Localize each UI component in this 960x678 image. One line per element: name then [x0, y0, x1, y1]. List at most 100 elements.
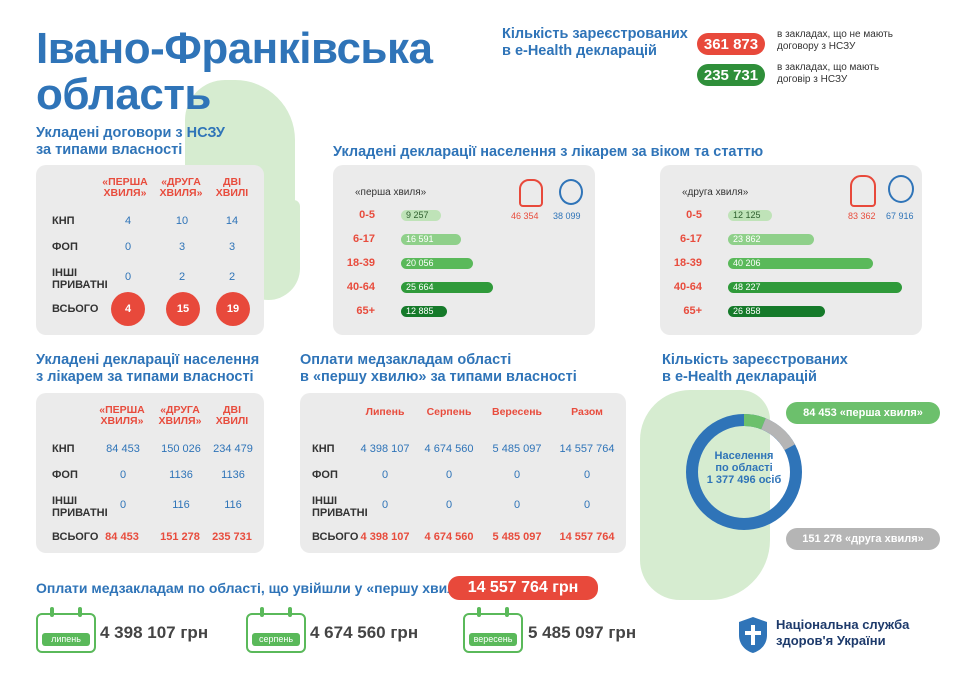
male-icon	[559, 179, 583, 205]
with-contract-label: в закладах, що мають договір з НСЗУ	[777, 62, 880, 85]
table-cell: 4	[124, 215, 132, 227]
month-amount: 5 485 097 грн	[528, 623, 637, 642]
table-cell: 116	[172, 499, 190, 511]
table-cell: 0	[124, 271, 132, 283]
age-bar: 12 885	[401, 306, 448, 317]
donut-segment-wave1	[743, 414, 766, 430]
monthly-heading: Оплати медзакладам по області, що увійшл…	[36, 580, 476, 596]
age-bar: 16 591	[401, 234, 461, 245]
page-title: Івано-Франківська область	[36, 24, 433, 119]
table-cell: 150 026	[161, 443, 201, 455]
total-cell: 4 398 107	[360, 531, 410, 543]
contracts-table: «ПЕРША ХВИЛЯ» «ДРУГА ХВИЛЯ» ДВІ ХВИЛІ КН…	[36, 165, 264, 335]
table-cell: 14	[225, 215, 239, 227]
wave2-age-card: «друга хвиля» 83 362 67 916 0-5 12 125 6-1…	[660, 165, 922, 335]
age-label: 40-64	[673, 281, 702, 293]
wave1-age-card: «перша хвиля» 46 354 38 099 0-5 9 257 6-17…	[333, 165, 595, 335]
month-label: серпень	[252, 633, 300, 646]
total-cell: 84 453	[105, 531, 139, 543]
age-label: 65+	[356, 305, 375, 317]
row-label: КНП	[312, 443, 335, 455]
table-cell: 3	[228, 241, 236, 253]
table-cell: 0	[119, 499, 127, 511]
table-cell: 84 453	[106, 443, 140, 455]
total-cell: 151 278	[160, 531, 200, 543]
col-header: Липень	[365, 406, 405, 418]
age-label: 0-5	[359, 209, 375, 221]
calendar-icon: липень	[36, 607, 96, 653]
age-bar: 25 664	[401, 282, 494, 293]
female-count: 83 362	[848, 211, 876, 221]
total-label: ВСЬОГО	[52, 531, 99, 543]
table-cell: 0	[513, 469, 521, 481]
population-donut	[686, 414, 802, 530]
female-count: 46 354	[511, 211, 539, 221]
age-label: 0-5	[686, 209, 702, 221]
wave-label: «перша хвиля»	[355, 187, 427, 198]
month-amount: 4 674 560 грн	[310, 623, 419, 642]
monthly-total: 14 557 764 грн	[448, 576, 598, 600]
table-cell: 0	[513, 499, 521, 511]
donut-center-text: Населення по області 1 377 496 осіб	[706, 450, 782, 486]
total-cell: 235 731	[212, 531, 252, 543]
table-cell: 3	[178, 241, 186, 253]
table-cell: 4 674 560	[424, 443, 474, 455]
row-label: КНП	[52, 443, 75, 455]
total-cell: 14 557 764	[559, 531, 615, 543]
col-header: «ПЕРША ХВИЛЯ»	[102, 176, 148, 199]
donut-heading: Кількість зареєстрованих в e-Health декл…	[662, 352, 848, 385]
registered-heading: Кількість зареєстрованих в e-Health декл…	[502, 26, 688, 59]
row-label: ІНШІ ПРИВАТНІ	[52, 495, 108, 519]
calendar-icon: серпень	[246, 607, 306, 653]
table-cell: 0	[583, 469, 591, 481]
table-cell: 10	[175, 215, 189, 227]
age-label: 18-39	[346, 257, 375, 269]
age-heading: Укладені декларації населення з лікарем …	[333, 144, 764, 160]
male-icon	[888, 175, 914, 203]
total-cell: 5 485 097	[492, 531, 542, 543]
no-contract-label: в закладах, що не мають договору з НСЗУ	[777, 29, 893, 52]
table-cell: 0	[445, 469, 453, 481]
calendar-icon: вересень	[463, 607, 523, 653]
age-bar: 23 862	[728, 234, 814, 245]
nszu-name: Національна служба здоров'я України	[776, 617, 910, 648]
age-bar: 26 858	[728, 306, 825, 317]
month-amount: 4 398 107 грн	[100, 623, 209, 642]
male-count: 38 099	[553, 211, 581, 221]
row-label: ІНШІ ПРИВАТНІ	[52, 267, 108, 291]
wave2-pill: 151 278 «друга хвиля»	[786, 528, 940, 550]
table-cell: 2	[228, 271, 236, 283]
declarations-heading: Укладені декларації населення з лікарем …	[36, 352, 260, 385]
table-cell: 0	[119, 469, 127, 481]
age-bar: 40 206	[728, 258, 873, 269]
payments-heading: Оплати медзакладам області в «першу хвил…	[300, 352, 577, 385]
table-cell: 4 398 107	[360, 443, 410, 455]
age-label: 6-17	[679, 233, 702, 245]
col-header: Серпень	[426, 406, 472, 418]
table-cell: 14 557 764	[559, 443, 615, 455]
col-header: «ПЕРША ХВИЛЯ»	[99, 404, 145, 427]
female-icon	[850, 175, 876, 207]
table-cell: 116	[224, 499, 242, 511]
age-label: 18-39	[673, 257, 702, 269]
age-bar: 9 257	[401, 210, 441, 221]
month-label: вересень	[469, 633, 517, 646]
table-cell: 1136	[221, 469, 245, 481]
table-cell: 0	[445, 499, 453, 511]
row-label: КНП	[52, 215, 75, 227]
total-circle: 4	[111, 292, 145, 326]
age-bar: 20 056	[401, 258, 474, 269]
table-cell: 0	[583, 499, 591, 511]
total-circle: 15	[166, 292, 200, 326]
total-label: ВСЬОГО	[312, 531, 359, 543]
month-label: липень	[42, 633, 90, 646]
total-circle: 19	[216, 292, 250, 326]
male-count: 67 916	[886, 211, 914, 221]
col-header: Разом	[571, 406, 603, 418]
total-label: ВСЬОГО	[52, 303, 99, 315]
age-label: 65+	[683, 305, 702, 317]
age-bar: 48 227	[728, 282, 902, 293]
wave1-pill: 84 453 «перша хвиля»	[786, 402, 940, 424]
no-contract-value: 361 873	[697, 33, 765, 55]
payments-table: Липень Серпень Вересень Разом КНП 4 398 …	[300, 393, 626, 553]
